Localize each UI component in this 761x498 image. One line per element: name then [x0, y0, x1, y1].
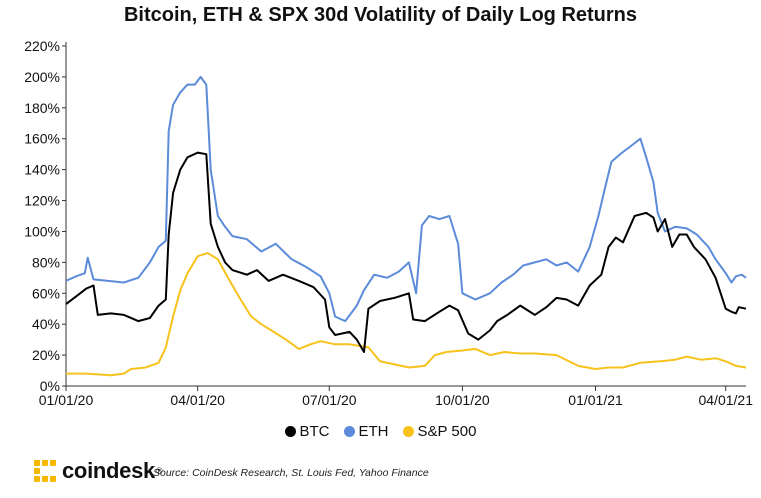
legend-item-btc: BTC [284, 423, 330, 440]
y-tick-label: 40% [32, 316, 60, 332]
legend-item-eth: ETH [343, 423, 389, 440]
source-note: Source: CoinDesk Research, St. Louis Fed… [153, 467, 429, 479]
legend: BTC ETH S&P 500 [0, 423, 761, 440]
coindesk-logo-icon [34, 460, 56, 482]
x-tick-label: 01/01/20 [39, 392, 94, 408]
y-tick-label: 20% [32, 347, 60, 363]
legend-label-eth: ETH [358, 423, 389, 440]
legend-swatch-sp500 [402, 426, 414, 437]
legend-item-sp500: S&P 500 [402, 423, 477, 440]
y-tick-label: 120% [24, 193, 60, 209]
logo-registered-mark: ® [155, 466, 163, 476]
x-tick-label: 07/01/20 [302, 392, 357, 408]
y-tick-label: 160% [24, 131, 60, 147]
y-tick-label: 180% [24, 100, 60, 116]
chart-axes: 0% 20% 40% 60% 80% 100% 120% 140% 160% 180% 200% 22… [24, 38, 753, 408]
series-line-eth [65, 75, 747, 323]
series-line-sp500 [66, 252, 747, 377]
x-tick-label: 04/01/21 [698, 392, 753, 408]
y-tick-label: 60% [32, 285, 60, 301]
y-tick-label: 220% [24, 38, 60, 54]
x-tick-label: 01/01/21 [568, 392, 623, 408]
chart-plot: 0% 20% 40% 60% 80% 100% 120% 140% 160% 180% 200% 22… [24, 38, 753, 408]
footer: coindesk ® [34, 458, 163, 484]
y-tick-label: 80% [32, 254, 60, 270]
y-tick-label: 100% [24, 223, 60, 239]
coindesk-logo-text: coindesk [62, 458, 155, 483]
legend-swatch-eth [343, 426, 355, 437]
y-tick-label: 0% [40, 378, 60, 394]
legend-label-btc: BTC [299, 423, 330, 440]
series-line-btc [65, 151, 747, 353]
y-tick-label: 140% [24, 162, 60, 178]
x-tick-label: 04/01/20 [170, 392, 225, 408]
x-tick-label: 10/01/20 [435, 392, 490, 408]
legend-label-sp500: S&P 500 [417, 423, 477, 440]
series-layer [65, 75, 747, 377]
legend-swatch-btc [284, 426, 296, 437]
chart-title: Bitcoin, ETH & SPX 30d Volatility of Dai… [123, 4, 638, 26]
y-tick-label: 200% [24, 69, 60, 85]
